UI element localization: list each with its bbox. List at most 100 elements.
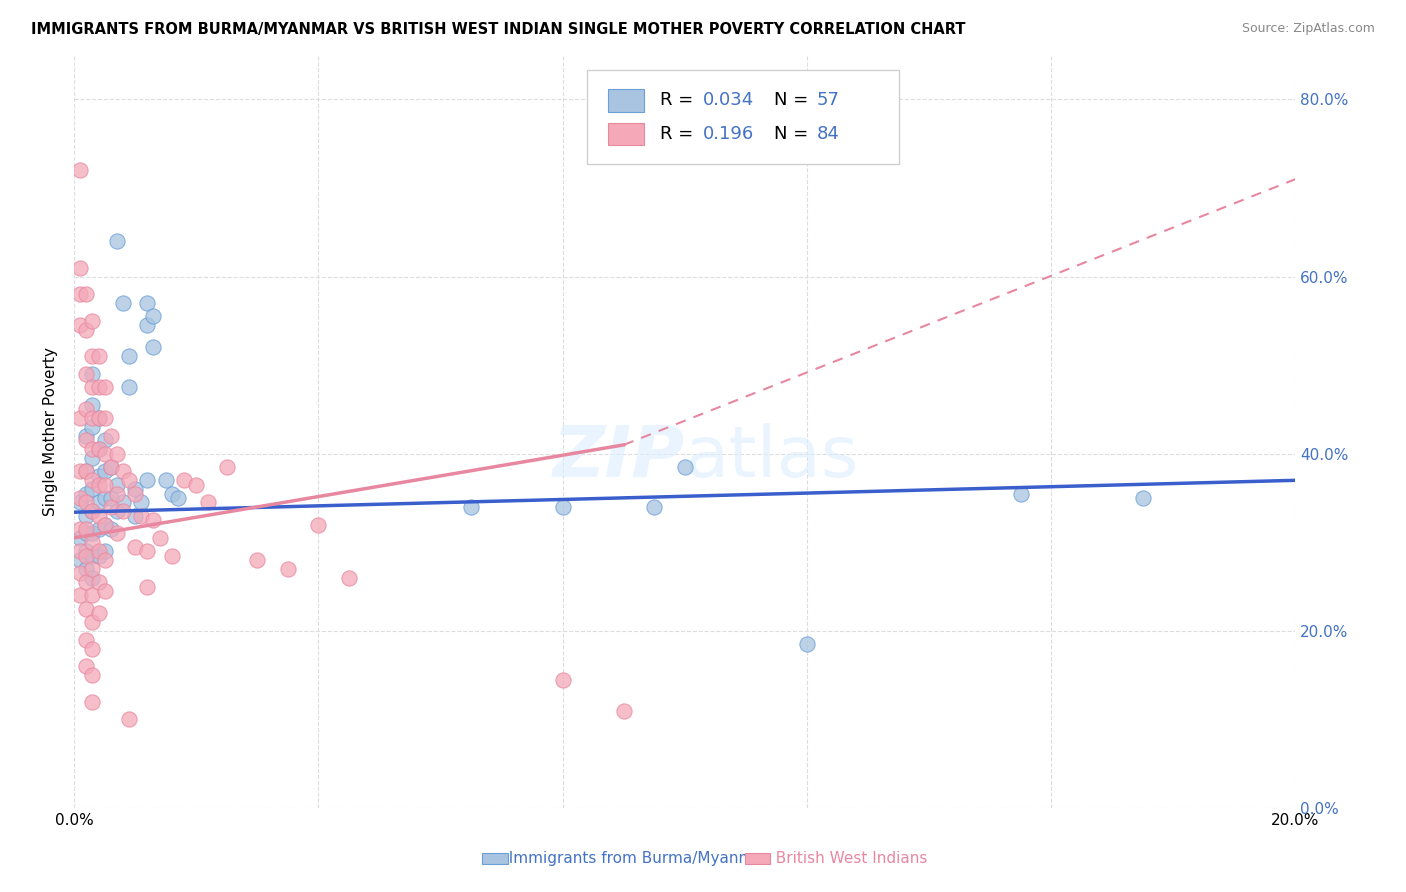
- Point: [69, 544, 91, 558]
- Point: [149, 531, 172, 545]
- Point: [118, 713, 141, 727]
- Point: [155, 473, 177, 487]
- Point: [75, 526, 97, 541]
- Text: R =: R =: [661, 125, 704, 144]
- Point: [75, 562, 97, 576]
- Point: [87, 606, 110, 620]
- Point: [124, 482, 146, 496]
- Point: [75, 465, 97, 479]
- FancyBboxPatch shape: [607, 89, 644, 112]
- Point: [105, 504, 128, 518]
- Text: R =: R =: [661, 91, 699, 110]
- Point: [337, 571, 360, 585]
- Point: [136, 296, 159, 310]
- Point: [124, 508, 146, 523]
- Point: [69, 260, 91, 275]
- Point: [87, 411, 110, 425]
- Point: [87, 380, 110, 394]
- Point: [82, 473, 104, 487]
- FancyBboxPatch shape: [607, 123, 644, 145]
- Point: [75, 367, 97, 381]
- Point: [105, 447, 128, 461]
- Point: [87, 495, 110, 509]
- Point: [142, 513, 165, 527]
- Point: [551, 500, 574, 514]
- Point: [124, 540, 146, 554]
- Point: [93, 465, 115, 479]
- Point: [82, 367, 104, 381]
- Point: [93, 491, 115, 505]
- Point: [551, 673, 574, 687]
- Point: [643, 500, 665, 514]
- Point: [100, 460, 122, 475]
- Point: [82, 526, 104, 541]
- Point: [75, 434, 97, 448]
- Point: [82, 504, 104, 518]
- Point: [277, 562, 299, 576]
- Point: [160, 486, 183, 500]
- Point: [75, 323, 97, 337]
- Point: [87, 442, 110, 457]
- Point: [1010, 486, 1032, 500]
- Point: [167, 491, 190, 505]
- Point: [87, 411, 110, 425]
- Point: [82, 535, 104, 549]
- Point: [75, 575, 97, 590]
- Text: Immigrants from Burma/Myanmar: Immigrants from Burma/Myanmar: [499, 851, 769, 865]
- Point: [69, 566, 91, 581]
- Point: [82, 504, 104, 518]
- Point: [673, 460, 696, 475]
- Point: [136, 318, 159, 333]
- Point: [307, 517, 329, 532]
- Point: [82, 641, 104, 656]
- Point: [82, 380, 104, 394]
- Point: [93, 553, 115, 567]
- Point: [186, 477, 208, 491]
- Point: [87, 442, 110, 457]
- Point: [75, 601, 97, 615]
- Point: [75, 495, 97, 509]
- Point: [111, 504, 134, 518]
- Point: [75, 486, 97, 500]
- Point: [87, 349, 110, 363]
- Point: [69, 522, 91, 536]
- Point: [118, 349, 141, 363]
- Point: [105, 234, 128, 248]
- Point: [142, 341, 165, 355]
- Point: [173, 473, 195, 487]
- Point: [82, 549, 104, 563]
- Point: [82, 420, 104, 434]
- Point: [82, 451, 104, 466]
- Point: [82, 589, 104, 603]
- Point: [93, 434, 115, 448]
- Point: [75, 549, 97, 563]
- Point: [87, 469, 110, 483]
- Point: [111, 465, 134, 479]
- Point: [87, 544, 110, 558]
- Point: [100, 500, 122, 514]
- Point: [75, 508, 97, 523]
- Point: [69, 491, 91, 505]
- FancyBboxPatch shape: [588, 70, 898, 164]
- Point: [136, 473, 159, 487]
- Point: [75, 522, 97, 536]
- Point: [142, 310, 165, 324]
- Point: [136, 580, 159, 594]
- Point: [460, 500, 482, 514]
- Text: N =: N =: [773, 91, 814, 110]
- Point: [75, 402, 97, 417]
- Point: [69, 318, 91, 333]
- Point: [105, 526, 128, 541]
- Point: [105, 486, 128, 500]
- Point: [796, 637, 818, 651]
- Point: [82, 314, 104, 328]
- Point: [111, 296, 134, 310]
- Point: [124, 486, 146, 500]
- Point: [69, 589, 91, 603]
- Point: [69, 531, 91, 545]
- Point: [160, 549, 183, 563]
- Point: [82, 349, 104, 363]
- Point: [75, 632, 97, 647]
- Point: [75, 287, 97, 301]
- Point: [93, 447, 115, 461]
